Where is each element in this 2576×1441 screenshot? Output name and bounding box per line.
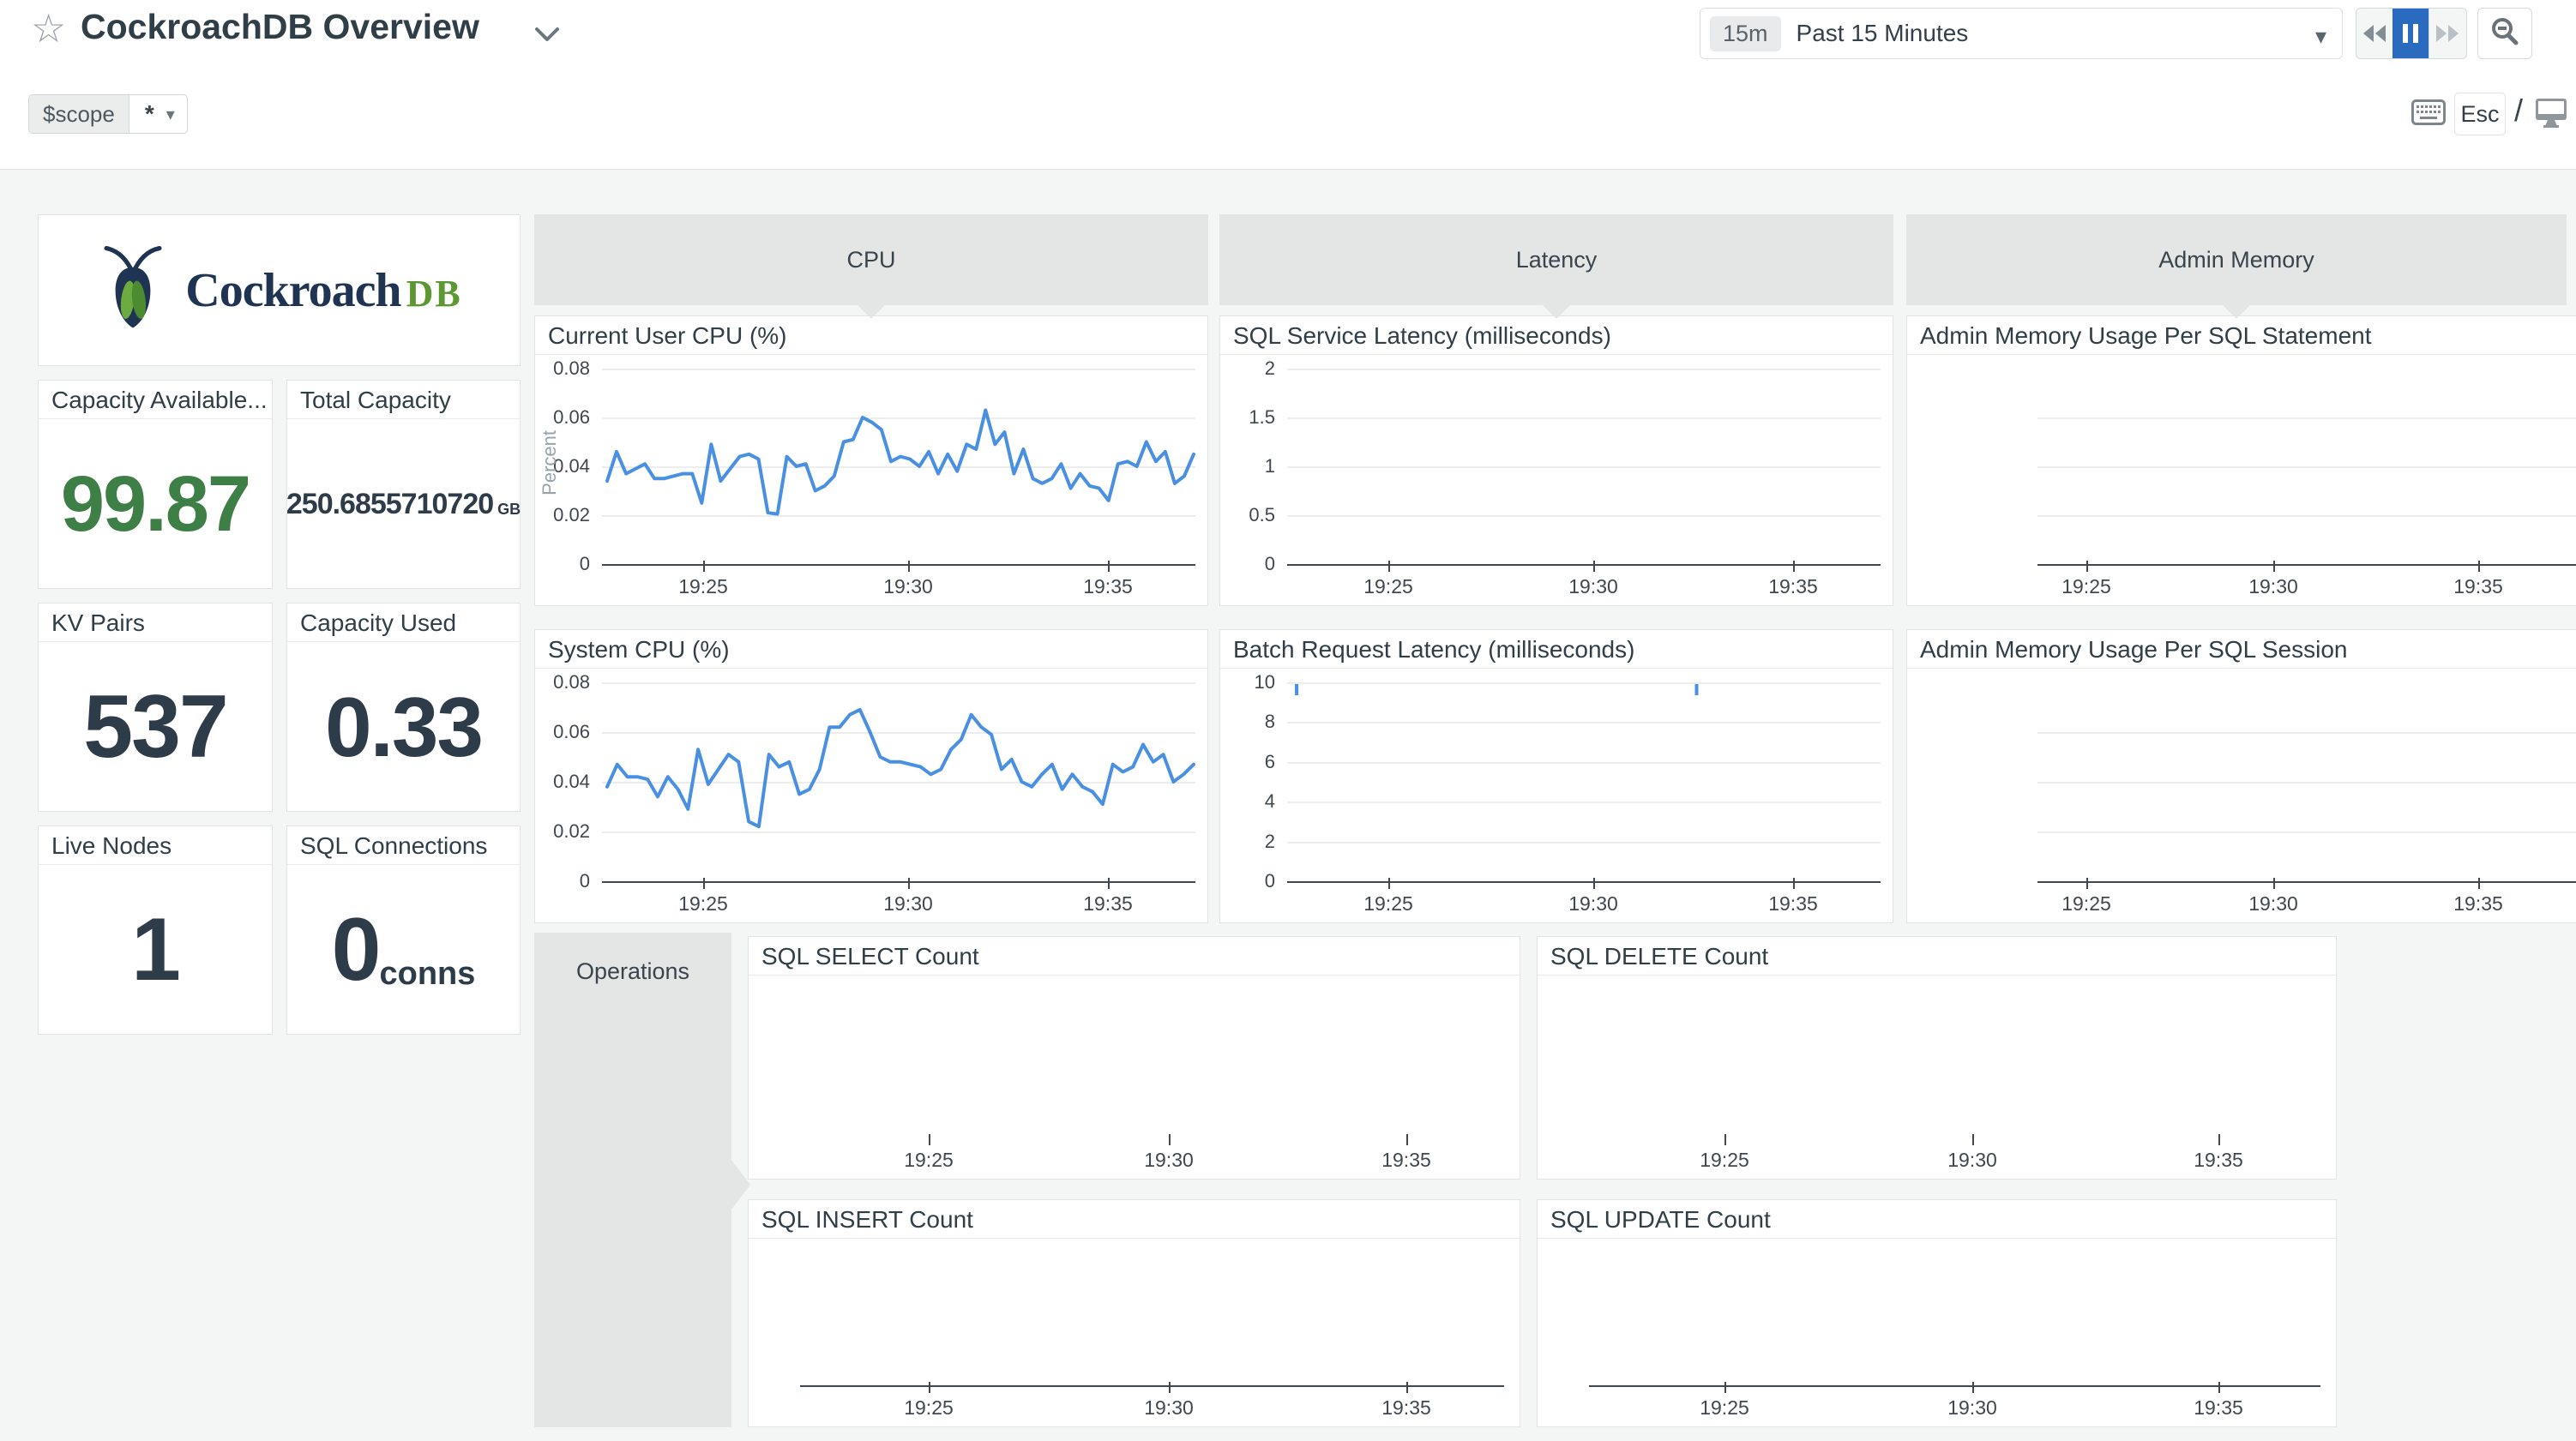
chart-plot-sql-insert-count[interactable]: 19:25 19:30 19:35: [749, 1239, 1520, 1426]
scope-caret-icon: ▾: [166, 105, 175, 124]
stat-value: 537: [83, 676, 229, 777]
page-title: CockroachDB Overview: [81, 7, 479, 46]
group-label: Admin Memory: [2158, 246, 2314, 273]
chart-plot-batch-request-latency[interactable]: 0 2 4 6 8 10 19:25 19:30 19:35: [1220, 669, 1893, 922]
group-label: Latency: [1515, 246, 1598, 273]
chart-title: SQL INSERT Count: [749, 1200, 1520, 1239]
chart-title: System CPU (%): [535, 630, 1207, 669]
zoom-out-button[interactable]: [2477, 8, 2532, 59]
stat-value: 1: [131, 899, 181, 1000]
timeline-playback-controls: [2356, 8, 2467, 59]
scope-variable-value: *: [144, 100, 154, 127]
chart-panel-sql-service-latency: SQL Service Latency (milliseconds) 0 0.5 1…: [1219, 315, 1893, 606]
group-notch-latency: [1542, 304, 1571, 319]
chart-title: SQL DELETE Count: [1538, 937, 2336, 976]
esc-key-hint[interactable]: Esc: [2454, 93, 2506, 135]
scope-variable-name: $scope: [29, 95, 129, 133]
chart-plot-admin-memory-session[interactable]: 19:25 19:30 19:35: [1907, 669, 2576, 922]
chart-panel-admin-memory-statement: Admin Memory Usage Per SQL Statement 19:…: [1906, 315, 2576, 606]
chart-title: SQL SELECT Count: [749, 937, 1520, 976]
stat-title: Total Capacity: [287, 381, 520, 419]
magnifier-minus-icon: [2490, 17, 2519, 51]
chart-plot-admin-memory-statement[interactable]: 19:25 19:30 19:35: [1907, 355, 2576, 605]
time-range-picker[interactable]: 15m Past 15 Minutes ▾: [1700, 8, 2343, 59]
chart-plot-sql-select-count[interactable]: 19:25 19:30 19:35: [749, 976, 1520, 1179]
chart-plot-sql-update-count[interactable]: 19:25 19:30 19:35: [1538, 1239, 2336, 1426]
group-notch-cpu: [857, 304, 886, 319]
group-header-latency[interactable]: Latency: [1219, 214, 1893, 305]
chart-panel-sql-select-count: SQL SELECT Count 19:25 19:30 19:35: [748, 936, 1520, 1180]
chart-title: SQL UPDATE Count: [1538, 1200, 2336, 1239]
cockroachdb-bug-icon: [96, 243, 170, 337]
group-header-admin-memory[interactable]: Admin Memory: [1906, 214, 2567, 305]
group-label: Operations: [575, 958, 690, 984]
chart-plot-sql-service-latency[interactable]: 0 0.5 1 1.5 2 19:25 19:30 19:35: [1220, 355, 1893, 605]
stat-unit: conns: [379, 955, 476, 992]
stat-title: Capacity Available...: [39, 381, 272, 419]
logo-brand-text: Cockroach: [185, 263, 401, 317]
chart-title: Admin Memory Usage Per SQL Session: [1907, 630, 2576, 669]
stat-card-total-capacity: Total Capacity 250.6855710720 GB: [286, 380, 521, 589]
stat-unit: GB: [497, 500, 521, 518]
chart-plot-sql-delete-count[interactable]: 19:25 19:30 19:35: [1538, 976, 2336, 1179]
template-variable-scope[interactable]: $scope * ▾: [28, 94, 188, 134]
time-range-label: Past 15 Minutes: [1796, 20, 1969, 46]
keyboard-shortcuts-icon[interactable]: [2411, 99, 2446, 129]
stat-title: KV Pairs: [39, 603, 272, 642]
time-range-caret-icon: ▾: [2314, 23, 2326, 49]
chart-panel-sql-insert-count: SQL INSERT Count 19:25 19:30 19:35: [748, 1199, 1520, 1427]
chart-title: Admin Memory Usage Per SQL Statement: [1907, 316, 2576, 355]
chart-title: Current User CPU (%): [535, 316, 1207, 355]
fast-forward-button[interactable]: [2429, 9, 2465, 58]
chart-panel-sql-update-count: SQL UPDATE Count 19:25 19:30 19:35: [1537, 1199, 2337, 1427]
stat-card-sql-connections: SQL Connections 0 conns: [286, 826, 521, 1035]
rewind-button[interactable]: [2356, 9, 2392, 58]
chart-title: Batch Request Latency (milliseconds): [1220, 630, 1893, 669]
group-label: CPU: [846, 246, 896, 273]
stat-value: 250.6855710720: [286, 487, 494, 520]
group-header-operations[interactable]: Operations: [534, 933, 731, 1427]
chart-panel-system-cpu: System CPU (%) 0 0.02 0.04 0.06 0.08 19:25 19:…: [534, 629, 1208, 923]
stat-value: 0.33: [325, 679, 484, 774]
stat-title: Live Nodes: [39, 826, 272, 865]
stat-card-capacity-used: Capacity Used 0.33: [286, 603, 521, 812]
stat-title: Capacity Used: [287, 603, 520, 642]
stat-card-capacity-available: Capacity Available... 99.87: [38, 380, 273, 589]
time-range-badge: 15m: [1710, 15, 1781, 51]
logo-db-text: DB: [406, 272, 462, 315]
stat-value: 0: [331, 899, 382, 1000]
esc-label: Esc: [2460, 100, 2500, 127]
chart-plot-system-cpu[interactable]: 0 0.02 0.04 0.06 0.08 19:25 19:30 19:35: [535, 669, 1207, 922]
chart-panel-current-user-cpu: Current User CPU (%) 0 0.02 0.04 0.06 0.08 19…: [534, 315, 1208, 606]
pause-button[interactable]: [2392, 9, 2429, 58]
slash-separator: /: [2514, 93, 2524, 128]
tv-mode-icon[interactable]: [2535, 98, 2567, 133]
chart-title: SQL Service Latency (milliseconds): [1220, 316, 1893, 355]
chart-panel-sql-delete-count: SQL DELETE Count 19:25 19:30 19:35: [1537, 936, 2337, 1180]
chart-panel-admin-memory-session: Admin Memory Usage Per SQL Session 19:25…: [1906, 629, 2576, 923]
group-notch-admin-memory: [2222, 304, 2251, 319]
chart-plot-current-user-cpu[interactable]: 0 0.02 0.04 0.06 0.08 19:25 19:30 19:35 Percent: [535, 355, 1207, 605]
stat-title: SQL Connections: [287, 826, 520, 865]
stat-value: 99.87: [60, 459, 251, 548]
favorite-star-icon[interactable]: ☆: [31, 6, 67, 51]
group-header-cpu[interactable]: CPU: [534, 214, 1208, 305]
group-notch-operations: [731, 1159, 750, 1210]
title-chevron-down-icon[interactable]: [533, 26, 561, 47]
stat-card-live-nodes: Live Nodes 1: [38, 826, 273, 1035]
cockroachdb-logo-card: Cockroach DB: [38, 214, 521, 366]
stat-card-kv-pairs: KV Pairs 537: [38, 603, 273, 812]
